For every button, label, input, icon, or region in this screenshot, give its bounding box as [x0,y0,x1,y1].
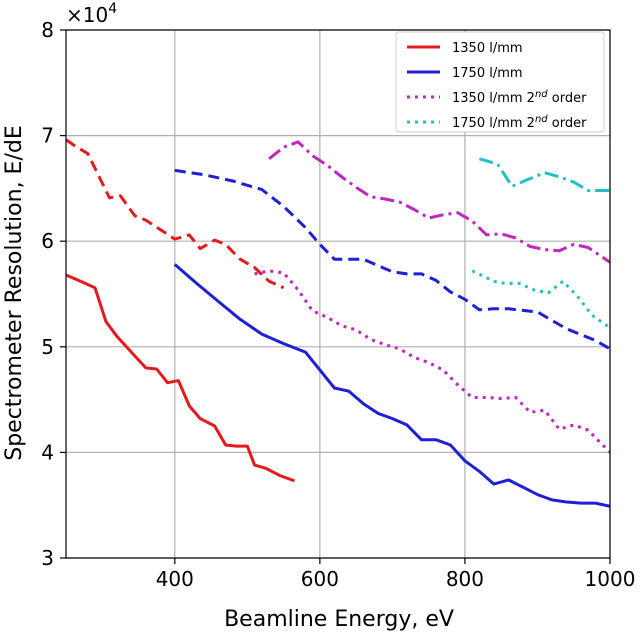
x-tick-label: 800 [446,567,484,591]
x-tick-label: 1000 [585,567,636,591]
legend: 1350 l/mm 1750 l/mm 1350 l/mm 2nd order 175… [395,31,605,133]
y-tick-label: 3 [41,546,54,570]
y-tick-label: 4 [41,440,54,464]
series-line-2-dashed [66,138,285,290]
series-layer [66,138,610,508]
x-tick-label: 600 [301,567,339,591]
x-tick-label: 400 [156,567,194,591]
y-tick-label: 7 [41,124,54,148]
series-line-5-dashdot [268,140,610,264]
series-line-6-dotted [254,269,610,454]
legend-label: 1350 l/mm 2nd order [452,89,587,106]
plot-frame [65,29,611,559]
y-scale-label: ×104 [66,1,117,27]
y-tick-label: 5 [41,335,54,359]
legend-box [395,31,605,133]
series-line-4-dashed [174,168,610,351]
legend-label: 1350 l/mm [452,41,523,56]
x-axis-title: Beamline Energy, eV [224,607,454,632]
y-axis-title: Spectrometer Resolution, E/dE [2,125,27,461]
y-tick-label: 6 [41,229,54,253]
series-line-7-dashdot [478,157,610,192]
y-tick-label: 8 [41,18,54,42]
legend-label: 1750 l/mm [452,66,523,81]
tick-layer: 400 600 800 1000 3 4 5 6 7 8 [41,18,635,591]
legend-label: 1750 l/mm 2nd order [452,114,587,131]
series-line-3-solid [173,263,610,508]
series-line-1-solid [66,273,296,483]
series-line-8-dotted [471,269,610,330]
